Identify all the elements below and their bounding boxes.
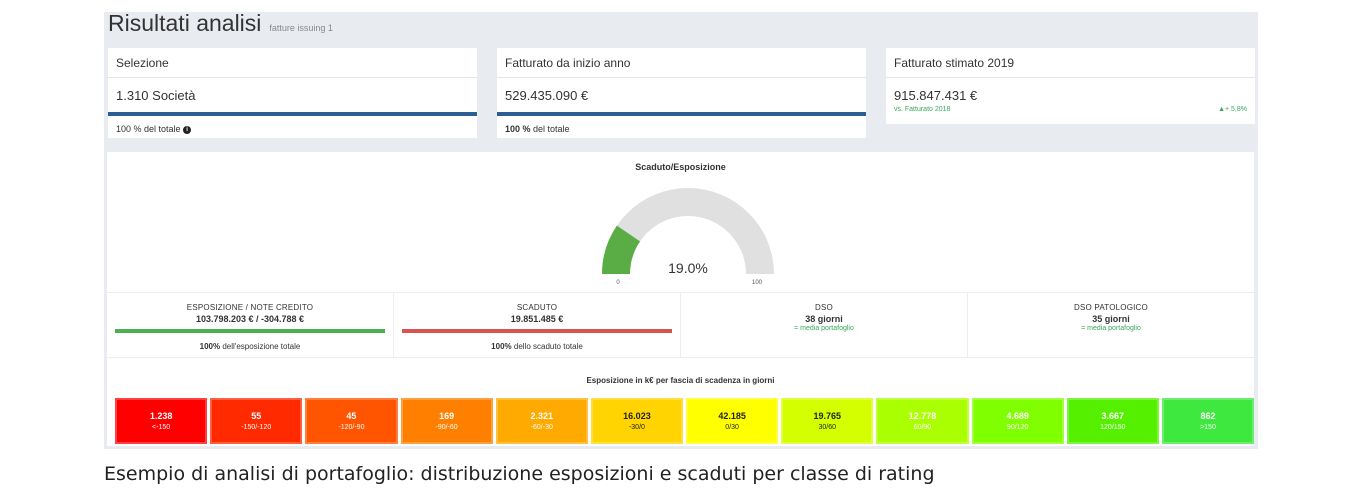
aging-bucket: 169 -90/-60 [400, 398, 493, 444]
metric-value: 19.851.485 € [510, 314, 564, 324]
metric-bar [115, 329, 385, 333]
aging-buckets: 1.238 <-150 55 -150/-120 45 -120/-90 169 -90/-6… [115, 398, 1255, 444]
bucket-value: 3.667 [1101, 411, 1125, 421]
card-value: 1.310 Società [116, 88, 196, 103]
analysis-box: Scaduto/Esposizione 19.0% 0 100 ESPOSIZI… [107, 152, 1255, 446]
metric-label: ESPOSIZIONE / NOTE CREDITO [186, 303, 314, 312]
bucket-range: 60/90 [913, 424, 932, 431]
figure-caption: Esempio di analisi di portafoglio: distr… [104, 463, 935, 485]
aging-bucket: 3.667 120/150 [1066, 398, 1159, 444]
metric-footer: 100% dello scaduto totale [394, 342, 680, 351]
aging-bucket: 16.023 -30/0 [590, 398, 684, 444]
metric-note: = media portafoglio [794, 325, 854, 332]
bucket-value: 55 [251, 411, 262, 421]
card-title: Selezione [108, 48, 477, 78]
card-selezione: Selezione 1.310 Società 100 % del totale… [108, 48, 477, 138]
metric-dso-patologico: DSO PATOLOGICO 35 giorni = media portafo… [968, 293, 1254, 357]
page-title: Risultati analisi [108, 10, 262, 36]
card-footer-percent: 100 % [505, 124, 531, 134]
card-fatturato-stimato: Fatturato stimato 2019 915.847.431 € vs.… [886, 48, 1255, 124]
aging-bucket: 55 -150/-120 [210, 398, 303, 444]
bucket-range: -150/-120 [241, 424, 272, 431]
gauge-title: Scaduto/Esposizione [635, 162, 726, 172]
buckets-title: Esposizione in k€ per fascia di scadenza… [586, 376, 775, 385]
metric-value: 38 giorni [805, 314, 843, 324]
metric-footer-text: dello scaduto totale [511, 342, 583, 351]
card-footer: 100 % del totale [497, 116, 866, 134]
metric-dso: DSO 38 giorni = media portafoglio [681, 293, 968, 357]
info-icon[interactable]: i [183, 125, 192, 134]
card-footer-text: 100 % del totale [116, 124, 181, 134]
bucket-value: 19.765 [813, 411, 842, 421]
title-row: Risultati analisi fatture issuing 1 [108, 10, 333, 44]
card-footer-text: del totale [530, 124, 570, 134]
aging-bucket: 19.765 30/60 [781, 398, 874, 444]
bucket-value: 862 [1200, 411, 1216, 421]
metric-footer: 100% dell'esposizione totale [107, 342, 393, 351]
card-title: Fatturato stimato 2019 [886, 48, 1255, 78]
bucket-value: 169 [439, 411, 455, 421]
bucket-range: -120/-90 [338, 424, 365, 431]
metric-footer-percent: 100% [199, 342, 221, 351]
metric-footer-percent: 100% [491, 342, 512, 351]
comparison-label: vs. Fatturato 2018 [894, 106, 951, 113]
metric-label: SCADUTO [516, 303, 558, 312]
bucket-range: -90/-60 [435, 424, 458, 431]
aging-bucket: 862 >150 [1161, 398, 1255, 444]
card-fatturato-ytd: Fatturato da inizio anno 529.435.090 € 1… [497, 48, 866, 138]
aging-bucket: 12.778 60/90 [876, 398, 969, 444]
gauge-max-label: 100 [752, 280, 763, 286]
page-subtitle: fatture issuing 1 [269, 23, 333, 33]
bucket-range: 120/150 [1100, 424, 1126, 431]
bucket-range: >150 [1200, 424, 1216, 431]
gauge-fill [602, 225, 641, 274]
bucket-range: <-150 [152, 424, 171, 431]
comparison-delta: ▲+ 5,8% [1218, 106, 1247, 113]
bucket-range: -30/0 [628, 424, 645, 431]
card-comparison: vs. Fatturato 2018 ▲+ 5,8% [886, 104, 1255, 113]
aging-bucket: 42.185 0/30 [686, 398, 779, 444]
bucket-value: 4.689 [1006, 411, 1029, 421]
metric-label: DSO PATOLOGICO [1074, 303, 1148, 312]
bucket-range: 0/30 [725, 424, 739, 431]
card-value: 915.847.431 € [894, 88, 978, 103]
card-value: 529.435.090 € [505, 88, 589, 103]
bucket-value: 45 [346, 411, 357, 421]
card-footer: 100 % del totale i [108, 116, 477, 134]
aging-bucket: 2.321 -60/-30 [495, 398, 588, 444]
metric-scaduto: SCADUTO 19.851.485 € 100% dello scaduto … [394, 293, 681, 357]
bucket-value: 2.321 [530, 411, 554, 421]
metric-footer-text: dell'esposizione totale [220, 342, 301, 351]
bucket-value: 16.023 [623, 411, 651, 421]
aging-bucket: 4.689 90/120 [971, 398, 1064, 444]
gauge-chart: 19.0% 0 100 [602, 188, 774, 286]
bucket-range: 90/120 [1006, 424, 1029, 431]
gauge-value-label: 19.0% [668, 260, 708, 276]
card-title: Fatturato da inizio anno [497, 48, 866, 78]
metric-value: 103.798.203 € / -304.788 € [195, 314, 305, 324]
metric-note: = media portafoglio [1081, 325, 1141, 332]
bucket-value: 12.778 [908, 411, 937, 421]
metric-label: DSO [815, 303, 833, 312]
metric-bar [402, 329, 672, 333]
gauge-track [602, 188, 774, 274]
metric-value: 35 giorni [1092, 314, 1130, 324]
metrics-row: ESPOSIZIONE / NOTE CREDITO 103.798.203 €… [107, 292, 1254, 358]
aging-bucket: 1.238 <-150 [115, 398, 208, 444]
bucket-value: 1.238 [149, 411, 173, 421]
metric-esposizione: ESPOSIZIONE / NOTE CREDITO 103.798.203 €… [107, 293, 394, 357]
card-progress-bar [497, 112, 866, 116]
bucket-value: 42.185 [718, 411, 746, 421]
card-progress-bar [108, 112, 477, 116]
gauge-min-label: 0 [616, 280, 620, 286]
aging-bucket: 45 -120/-90 [305, 398, 398, 444]
bucket-range: -60/-30 [530, 424, 553, 431]
bucket-range: 30/60 [818, 424, 837, 431]
